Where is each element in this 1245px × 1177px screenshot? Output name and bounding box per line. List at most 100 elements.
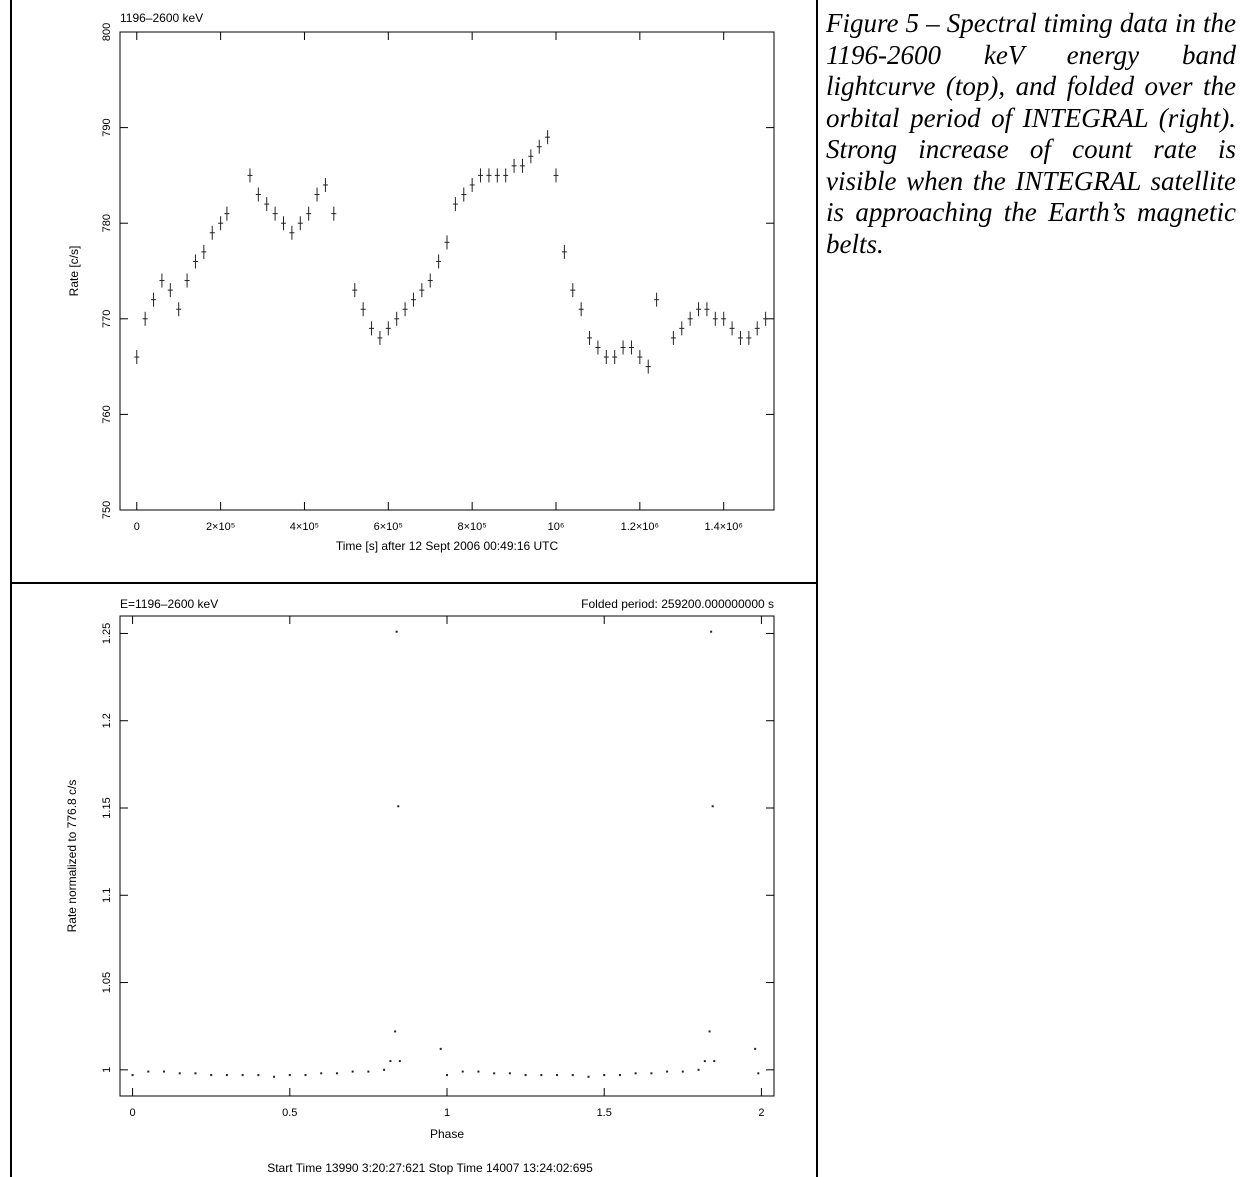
data-point [351, 1070, 354, 1073]
data-point [524, 1074, 527, 1077]
lightcurve-panel: 0 2×10⁵ 4×10⁵ 6×10⁵ 8×10⁵ 10⁶ 1.2×10⁶ 1.4×10⁶ 75… [12, 0, 816, 582]
data-point [670, 330, 676, 345]
data-point [587, 330, 593, 345]
y-tick-label: 1 [101, 1067, 113, 1073]
y-tick-label: 1.1 [101, 888, 113, 903]
data-point [654, 292, 660, 307]
table-border-middle [816, 0, 818, 1177]
data-point [402, 302, 408, 317]
data-point [331, 206, 337, 221]
data-point [637, 350, 643, 365]
data-point [628, 340, 634, 355]
data-point [389, 1060, 392, 1063]
x-tick-label: 0 [130, 1107, 136, 1119]
data-point [696, 302, 702, 317]
data-point [444, 235, 450, 250]
data-point [247, 168, 253, 183]
y-tick-label: 770 [101, 310, 113, 328]
chart-title: 1196–2600 keV [120, 11, 203, 25]
data-point [536, 139, 542, 154]
x-tick-label: 1.4×10⁶ [704, 521, 742, 533]
data-point [763, 311, 769, 326]
data-point [650, 1072, 653, 1075]
data-point [578, 302, 584, 317]
y-tick-label: 800 [101, 23, 113, 41]
x-axis-label: Time [s] after 12 Sept 2006 00:49:16 UTC [336, 539, 559, 553]
x-tick-label: 2×10⁵ [206, 521, 235, 533]
data-point [519, 158, 525, 173]
table-border-row [10, 582, 818, 584]
data-point [603, 1074, 606, 1077]
figure-caption: Figure 5 – Spectral timing data in the 1… [826, 8, 1236, 259]
data-point [176, 302, 182, 317]
data-point [201, 244, 207, 259]
data-point [159, 273, 165, 288]
data-point [436, 254, 442, 269]
data-point [666, 1070, 669, 1073]
data-point [587, 1075, 590, 1078]
data-point [163, 1070, 166, 1073]
data-point [681, 1070, 684, 1073]
data-point [620, 340, 626, 355]
y-tick-label: 1.15 [101, 797, 113, 818]
data-point [645, 359, 651, 374]
folded-chart: 0 0.5 1 1.5 2 1 1.05 1.1 1.15 1.2 1.25 E=1196–2600… [65, 597, 775, 1175]
data-point [757, 1072, 760, 1075]
data-point [210, 1074, 213, 1077]
data-point [493, 1072, 496, 1075]
data-point [545, 130, 551, 145]
data-point [634, 1072, 637, 1075]
x-tick-label: 4×10⁵ [290, 521, 319, 533]
plot-frame [119, 31, 775, 511]
data-point [439, 1047, 442, 1050]
data-point [603, 350, 609, 365]
x-tick-label: 1.2×10⁶ [621, 521, 659, 533]
data-point [383, 1068, 386, 1071]
y-tick-label: 790 [101, 118, 113, 136]
y-tick-label: 1.2 [101, 713, 113, 728]
data-point [395, 630, 398, 633]
data-point [713, 1060, 716, 1063]
data-point [711, 805, 714, 808]
data-point [209, 225, 215, 240]
data-point [273, 1075, 276, 1078]
table-border-left [10, 0, 12, 1177]
data-point [478, 168, 484, 183]
data-point [134, 350, 140, 365]
data-point [192, 254, 198, 269]
data-point [419, 283, 425, 298]
data-point [511, 158, 517, 173]
y-tick-label: 780 [101, 214, 113, 232]
data-point [304, 1074, 307, 1077]
data-point [264, 197, 270, 212]
data-point [461, 187, 467, 202]
data-point [697, 1068, 700, 1071]
data-point [553, 168, 559, 183]
data-point [167, 283, 173, 298]
data-point [352, 283, 358, 298]
data-point [397, 805, 400, 808]
y-tick-label: 1.05 [101, 972, 113, 993]
data-point [612, 350, 618, 365]
data-point [452, 197, 458, 212]
data-point [410, 292, 416, 307]
data-point [394, 1030, 397, 1033]
data-point [710, 630, 713, 633]
data-point [322, 177, 328, 192]
data-point [708, 1030, 711, 1033]
data-point [477, 1070, 480, 1073]
data-point [314, 187, 320, 202]
data-point [194, 1072, 197, 1075]
data-point [377, 330, 383, 345]
data-point [679, 321, 685, 336]
data-point [687, 311, 693, 326]
data-point [398, 1060, 401, 1063]
data-point [297, 216, 303, 231]
data-point [461, 1070, 464, 1073]
lightcurve-chart: 0 2×10⁵ 4×10⁵ 6×10⁵ 8×10⁵ 10⁶ 1.2×10⁶ 1.4×10⁶ 75… [67, 11, 775, 553]
data-point [737, 330, 743, 345]
x-axis-label: Phase [430, 1127, 464, 1141]
data-point [272, 206, 278, 221]
data-point [469, 177, 475, 192]
data-point [367, 1070, 370, 1073]
